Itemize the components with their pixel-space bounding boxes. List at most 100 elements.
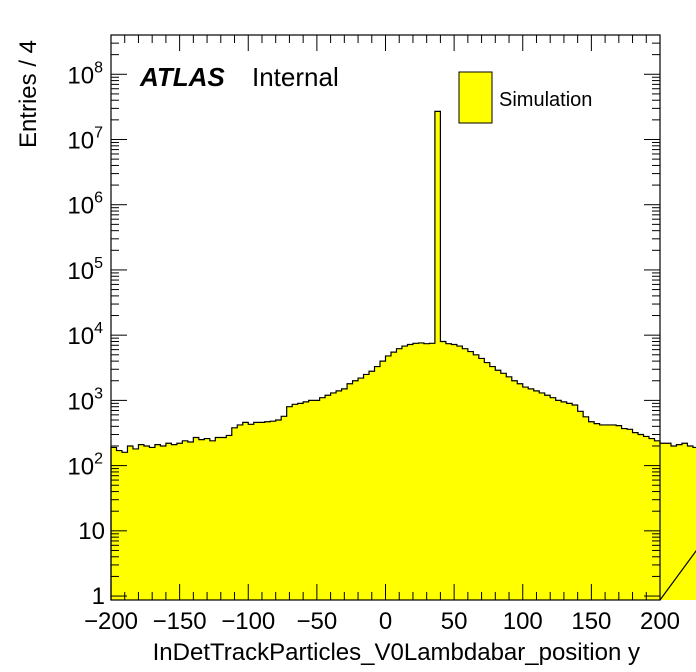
- x-tick-label: −200: [84, 608, 138, 635]
- histogram-bar: [160, 445, 167, 600]
- histogram-bar: [319, 397, 326, 600]
- histogram-bar: [456, 346, 463, 600]
- histogram-bar: [336, 390, 342, 600]
- x-tick-label: −150: [153, 608, 207, 635]
- histogram-bar: [198, 439, 205, 600]
- x-tick-label: 100: [503, 608, 543, 635]
- histogram-bar: [467, 351, 474, 600]
- histogram-bar: [275, 420, 282, 600]
- y-tick-label: 10: [78, 518, 105, 545]
- histogram-bar: [550, 397, 557, 600]
- histogram-bar: [281, 416, 288, 600]
- x-tick-label: 150: [571, 608, 611, 635]
- y-tick-label: 102: [67, 451, 103, 481]
- histogram-bar: [347, 383, 353, 600]
- histogram-bar: [660, 443, 666, 600]
- histogram-bar: [649, 438, 655, 600]
- histogram-bar: [451, 344, 458, 600]
- histogram-bar: [583, 416, 590, 600]
- histogram-bar: [440, 341, 447, 600]
- y-axis-title: Entries / 4: [15, 40, 42, 148]
- histogram-bar: [242, 422, 249, 600]
- atlas-label: ATLAS: [139, 62, 225, 92]
- x-tick-label: −50: [297, 608, 338, 635]
- histogram-bar: [643, 436, 650, 600]
- histogram-bar: [423, 343, 430, 600]
- histogram-bar: [286, 406, 293, 600]
- x-tick-label: 50: [441, 608, 468, 635]
- histogram-bar: [314, 400, 321, 600]
- histogram-bar: [248, 424, 255, 600]
- histogram-bar: [308, 400, 315, 600]
- y-tick-label: 108: [67, 59, 103, 89]
- histogram-bar: [111, 447, 117, 600]
- histogram-bar: [396, 348, 403, 600]
- histogram-bar: [132, 448, 139, 600]
- histogram-bar: [605, 424, 611, 600]
- histogram-bar: [489, 366, 496, 600]
- histogram-bar: [517, 383, 524, 600]
- histogram-bar: [165, 443, 172, 600]
- histogram-bar: [599, 424, 606, 600]
- legend-swatch: [458, 71, 493, 124]
- histogram-bar: [621, 428, 628, 600]
- histogram-bar: [209, 440, 216, 600]
- histogram-bar: [182, 440, 189, 600]
- legend-entry: Simulation: [499, 89, 592, 111]
- histogram-bar: [401, 346, 408, 600]
- histogram-layer: [110, 110, 696, 601]
- histogram-bar: [341, 388, 348, 600]
- histogram-bar: [692, 447, 696, 600]
- histogram-bar: [176, 443, 183, 600]
- histogram-bar: [418, 342, 425, 600]
- x-tick-label: 0: [379, 608, 392, 635]
- histogram-bar: [445, 343, 452, 600]
- histogram-bar: [506, 376, 513, 600]
- histogram-bar: [500, 373, 507, 600]
- histogram-bar: [154, 444, 161, 600]
- histogram-bar: [253, 422, 260, 600]
- histogram-bar: [610, 424, 617, 600]
- y-tick-label: 106: [67, 190, 103, 220]
- histogram-bar: [616, 425, 622, 600]
- histogram-bar: [588, 421, 595, 600]
- histogram-bar: [495, 370, 502, 600]
- y-tick-label: 107: [67, 124, 103, 154]
- histogram-bar: [566, 403, 573, 600]
- histogram-bar: [484, 362, 491, 600]
- histogram-bar: [363, 374, 370, 600]
- histogram-bar: [638, 434, 644, 600]
- histogram-bar: [654, 440, 661, 600]
- histogram-bar: [390, 352, 397, 600]
- histogram-bar: [374, 366, 381, 600]
- histogram-bar: [539, 392, 546, 600]
- histogram-bar: [292, 404, 299, 600]
- histogram-bar: [204, 438, 211, 600]
- histogram-bar: [670, 445, 677, 600]
- histogram-bar: [297, 403, 304, 600]
- histogram-bar: [665, 443, 672, 600]
- histogram-bar: [116, 450, 123, 600]
- histogram-bar: [127, 445, 134, 600]
- histogram-bar: [544, 395, 551, 600]
- y-tick-label: 1: [92, 583, 105, 610]
- histogram-bar: [528, 388, 535, 600]
- histogram-bar: [121, 452, 128, 600]
- y-tick-label: 105: [67, 255, 103, 285]
- histogram-bar: [681, 443, 688, 600]
- histogram-bar: [462, 348, 469, 600]
- histogram-bar: [259, 422, 266, 600]
- histogram-bar: [473, 354, 480, 600]
- histogram-bar: [193, 437, 200, 600]
- histogram-bar: [303, 401, 310, 600]
- histogram-bar: [385, 355, 392, 600]
- histogram-bar: [352, 380, 359, 600]
- histogram-bar: [220, 437, 227, 600]
- y-tick-label: 103: [67, 385, 103, 415]
- histogram-bar: [369, 371, 375, 600]
- histogram-bar: [434, 111, 441, 600]
- histogram-bar: [572, 404, 579, 600]
- histogram-bar: [330, 392, 337, 600]
- histogram-bar: [143, 445, 150, 600]
